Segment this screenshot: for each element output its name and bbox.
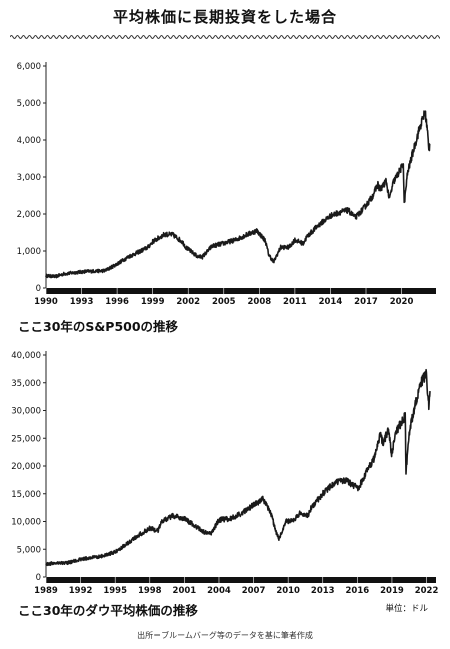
x-tick-label: 2011 [283, 297, 307, 307]
x-tick-label: 2017 [354, 297, 378, 307]
y-tick-label: 2,000 [17, 210, 41, 220]
x-tick-label: 2010 [276, 586, 300, 596]
x-tick-label: 2007 [242, 586, 266, 596]
x-tick-label: 1996 [105, 297, 129, 307]
x-tick-label: 2004 [207, 586, 231, 596]
x-tick-label: 1990 [34, 297, 58, 307]
y-tick-label: 6,000 [17, 62, 41, 72]
x-tick-label: 2016 [346, 586, 370, 596]
x-tick-label: 2001 [173, 586, 197, 596]
x-tick-label: 2005 [212, 297, 236, 307]
x-axis-bar [46, 288, 436, 294]
x-tick-label: 2002 [176, 297, 200, 307]
x-tick-label: 1995 [103, 586, 127, 596]
x-tick-label: 1998 [138, 586, 162, 596]
unit-label: 単位：ドル [385, 604, 428, 614]
title-underline [10, 35, 440, 39]
y-tick-label: 10,000 [11, 518, 41, 528]
x-tick-label: 1989 [34, 586, 58, 596]
series-line [45, 110, 431, 279]
x-tick-label: 1999 [141, 297, 165, 307]
page-title: 平均株価に長期投資をした場合 [112, 8, 337, 26]
y-tick-label: 0 [36, 573, 41, 583]
sp500-chart: 0 1,000 2,000 3,000 4,000 5,000 6,000 1990 1993 1… [17, 62, 436, 307]
y-tick-label: 4,000 [17, 136, 41, 146]
dow-chart: 0 5,000 10,000 15,000 20,000 25,000 30,000 35,0… [11, 351, 439, 596]
y-tick-label: 5,000 [17, 99, 41, 109]
y-tick-label: 3,000 [17, 173, 41, 183]
y-tick-label: 40,000 [11, 351, 41, 361]
y-tick-label: 30,000 [11, 407, 41, 417]
y-tick-label: 25,000 [11, 434, 41, 444]
x-tick-label: 2020 [390, 297, 414, 307]
x-axis-bar [46, 577, 436, 583]
x-tick-label: 1993 [70, 297, 94, 307]
x-tick-label: 1992 [69, 586, 93, 596]
sp500-chart-caption: ここ30年のS&P500の推移 [18, 319, 179, 334]
source-note: 出所＝ブルームバーグ等のデータを基に筆者作成 [137, 631, 313, 640]
x-tick-label: 2014 [319, 297, 343, 307]
y-tick-label: 35,000 [11, 379, 41, 389]
x-tick-label: 2019 [380, 586, 404, 596]
dow-chart-caption: ここ30年のダウ平均株価の推移 [18, 603, 198, 618]
y-tick-label: 20,000 [11, 462, 41, 472]
series-line [45, 368, 431, 567]
x-tick-label: 2022 [415, 586, 439, 596]
x-tick-label: 2008 [247, 297, 271, 307]
y-tick-label: 15,000 [11, 490, 41, 500]
y-tick-label: 1,000 [17, 247, 41, 257]
y-tick-label: 5,000 [17, 545, 41, 555]
y-tick-label: 0 [36, 284, 41, 294]
x-tick-label: 2013 [311, 586, 335, 596]
